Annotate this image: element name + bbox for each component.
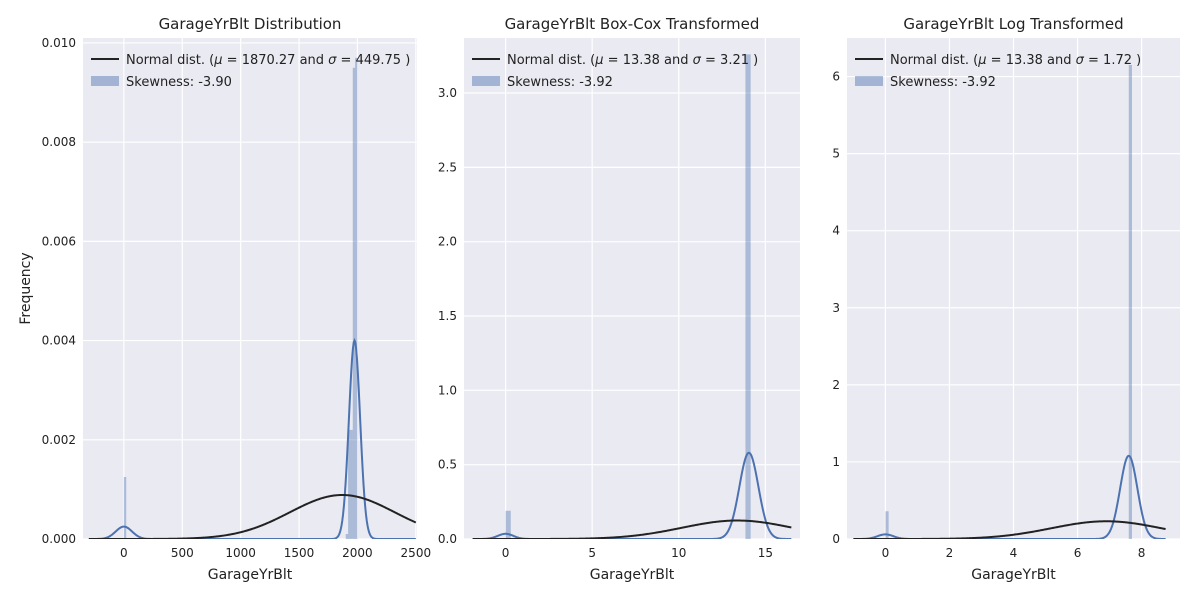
- histogram-bar: [745, 54, 751, 539]
- legend-skew-label: Skewness: -3.92: [890, 75, 996, 90]
- legend-skew-swatch: [855, 76, 883, 86]
- normal-label-prefix: Normal dist. (: [507, 53, 595, 68]
- normal-label-mid: = 13.38 and: [604, 53, 693, 68]
- chart-title: GarageYrBlt Distribution: [159, 15, 342, 33]
- x-tick-label: 1000: [225, 546, 256, 560]
- y-tick-label: 1.0: [438, 383, 457, 397]
- y-tick-label: 0.0: [438, 532, 457, 546]
- x-tick-label: 0: [502, 546, 510, 560]
- normal-label-end: = 449.75 ): [336, 53, 410, 68]
- legend-normal-label: Normal dist. (μ = 13.38 and σ = 3.21 ): [507, 53, 758, 68]
- histogram-bar: [350, 429, 353, 539]
- x-tick-label: 15: [758, 546, 773, 560]
- panel-1: 0 500 1000 1500 2000 2500 0.000 0.002 0.004 0.006…: [18, 15, 431, 583]
- y-tick-label: 0.008: [42, 135, 76, 149]
- x-tick-label: 2500: [401, 546, 432, 560]
- y-tick-label: 3.0: [438, 86, 457, 100]
- y-tick-label: 0.010: [42, 36, 76, 50]
- x-tick-label: 2: [946, 546, 954, 560]
- y-tick-label: 0.000: [42, 532, 76, 546]
- normal-label-sigma: σ: [693, 53, 702, 68]
- panel-3: 0 2 4 6 8 0 1 2 3 4 5 6 GarageYrBlt Log Transformed G…: [832, 15, 1180, 583]
- histogram-bar: [345, 534, 349, 539]
- legend-normal-label: Normal dist. (μ = 13.38 and σ = 1.72 ): [890, 53, 1141, 68]
- plot-content: [88, 57, 417, 539]
- x-tick-label: 4: [1010, 546, 1018, 560]
- panel-2: 0 5 10 15 0.0 0.5 1.0 1.5 2.0 2.5 3.0 GarageYrBlt B…: [438, 15, 800, 583]
- chart-title: GarageYrBlt Box-Cox Transformed: [505, 15, 760, 33]
- plot-content: [853, 64, 1166, 539]
- x-tick-label: 1500: [284, 546, 315, 560]
- normal-label-mid: = 1870.27 and: [223, 53, 329, 68]
- x-tick-label: 500: [171, 546, 194, 560]
- x-tick-label: 10: [671, 546, 686, 560]
- histogram-bar: [505, 510, 511, 539]
- chart-title: GarageYrBlt Log Transformed: [903, 15, 1123, 33]
- normal-label-prefix: Normal dist. (: [126, 53, 214, 68]
- y-tick-label: 2.5: [438, 160, 457, 174]
- histogram-bar: [355, 57, 358, 539]
- x-axis-label: GarageYrBlt: [971, 567, 1056, 583]
- plot-area: [464, 38, 800, 539]
- x-tick-label: 0: [120, 546, 128, 560]
- plot-content: [472, 54, 792, 539]
- legend-skew-label: Skewness: -3.90: [126, 75, 232, 90]
- normal-label-sigma: σ: [1076, 53, 1085, 68]
- legend-skew-label: Skewness: -3.92: [507, 75, 613, 90]
- x-tick-label: 2000: [342, 546, 373, 560]
- histogram-bar: [123, 476, 127, 539]
- normal-fit-curve: [853, 520, 1166, 539]
- y-tick-label: 0.006: [42, 234, 76, 248]
- normal-label-mu: μ: [977, 53, 986, 68]
- y-tick-label: 0.5: [438, 458, 457, 472]
- y-tick-label: 2: [832, 378, 840, 392]
- normal-label-end: = 3.21 ): [701, 53, 758, 68]
- y-tick-label: 0.002: [42, 433, 76, 447]
- x-tick-label: 6: [1074, 546, 1082, 560]
- y-tick-label: 1: [832, 455, 840, 469]
- y-tick-label: 4: [832, 224, 840, 238]
- normal-label-mid: = 13.38 and: [987, 53, 1076, 68]
- normal-label-mu: μ: [213, 53, 222, 68]
- normal-label-sigma: σ: [328, 53, 337, 68]
- y-axis-label: Frequency: [18, 252, 34, 324]
- legend: Normal dist. (μ = 13.38 and σ = 1.72 ) Sk…: [855, 53, 1141, 90]
- normal-label-mu: μ: [594, 53, 603, 68]
- x-tick-label: 8: [1138, 546, 1146, 560]
- legend-normal-label: Normal dist. (μ = 1870.27 and σ = 449.75…: [126, 53, 410, 68]
- y-tick-label: 1.5: [438, 309, 457, 323]
- y-tick-label: 2.0: [438, 235, 457, 249]
- y-tick-label: 0: [832, 532, 840, 546]
- x-tick-label: 5: [588, 546, 596, 560]
- histogram-bar: [885, 511, 889, 539]
- x-axis-label: GarageYrBlt: [208, 567, 293, 583]
- legend-skew-swatch: [91, 76, 119, 86]
- normal-label-end: = 1.72 ): [1084, 53, 1141, 68]
- y-tick-label: 0.004: [42, 334, 76, 348]
- plot-area: [83, 38, 417, 539]
- y-tick-label: 3: [832, 301, 840, 315]
- legend-skew-swatch: [472, 76, 500, 86]
- x-axis-label: GarageYrBlt: [590, 567, 675, 583]
- legend: Normal dist. (μ = 13.38 and σ = 3.21 ) Sk…: [472, 53, 758, 90]
- y-tick-label: 5: [832, 147, 840, 161]
- histogram-bar: [348, 429, 351, 539]
- x-tick-label: 0: [882, 546, 890, 560]
- normal-fit-curve: [88, 494, 417, 539]
- histogram-bar: [1128, 64, 1132, 539]
- y-tick-label: 6: [832, 70, 840, 84]
- normal-label-prefix: Normal dist. (: [890, 53, 978, 68]
- histogram-bar: [352, 67, 356, 539]
- normal-fit-curve: [472, 519, 792, 539]
- legend: Normal dist. (μ = 1870.27 and σ = 449.75…: [91, 53, 410, 90]
